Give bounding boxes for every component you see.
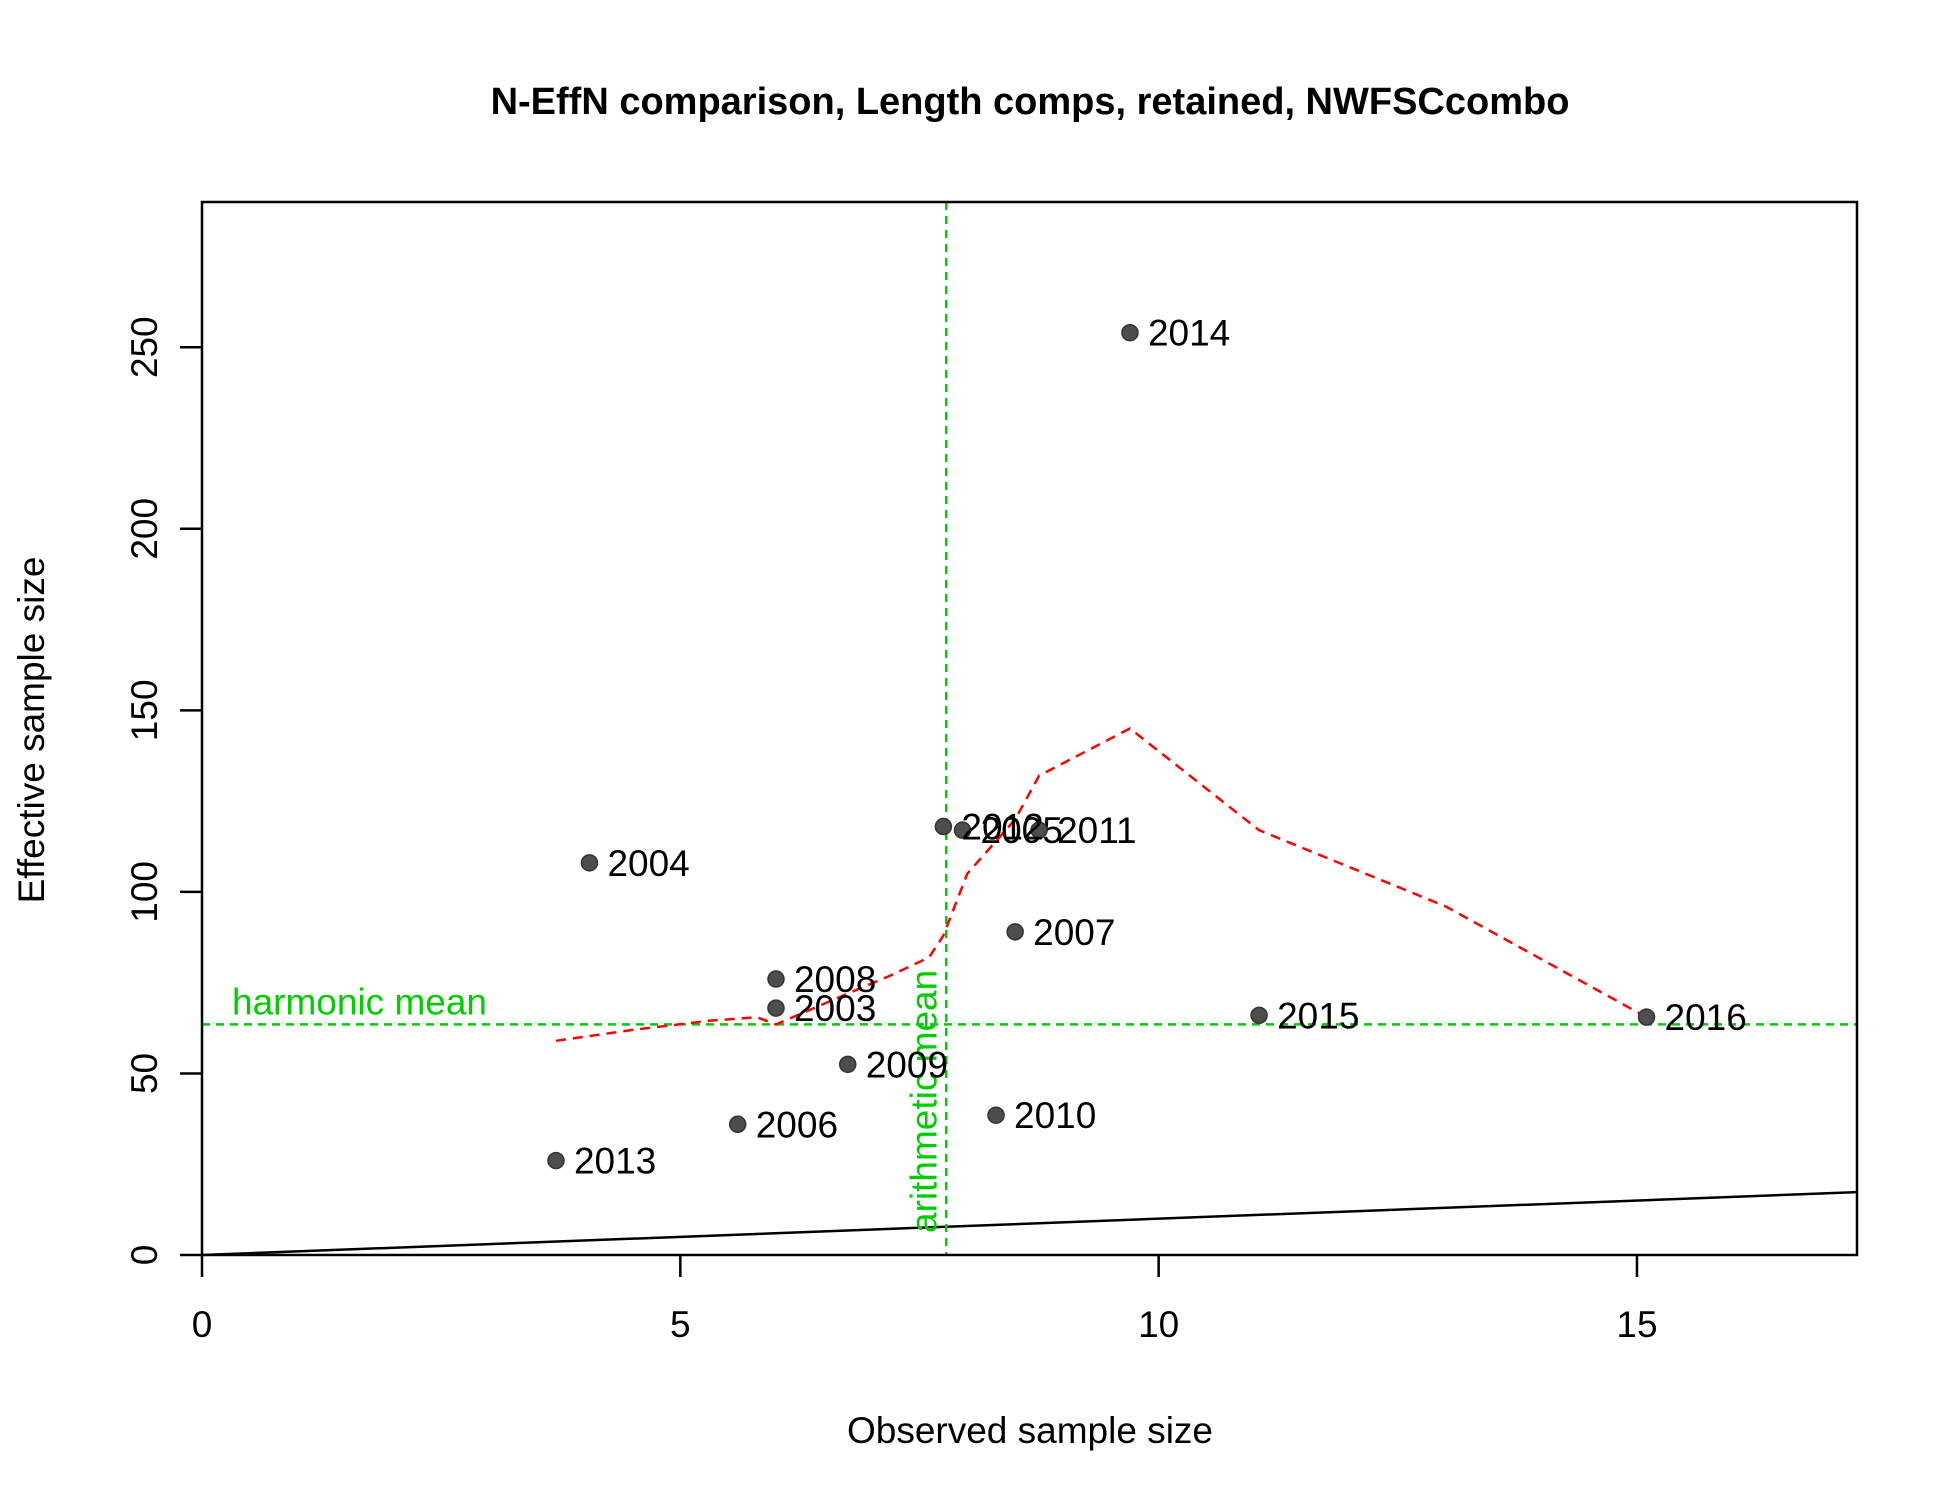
point-label: 2005 [981, 810, 1063, 851]
x-axis-label: Observed sample size [847, 1410, 1213, 1451]
data-point [934, 817, 953, 836]
data-point [547, 1151, 565, 1170]
x-tick-label: 10 [1138, 1304, 1179, 1345]
data-point [1006, 923, 1024, 941]
x-tick-label: 5 [670, 1304, 691, 1345]
y-tick-label: 0 [124, 1245, 165, 1266]
point-label: 2016 [1665, 997, 1747, 1038]
y-tick-label: 150 [124, 679, 165, 741]
y-tick-label: 250 [124, 316, 165, 378]
smoother-line [555, 727, 1648, 1043]
data-point [1030, 821, 1048, 839]
x-tick-label: 0 [192, 1304, 213, 1345]
data-point [767, 970, 785, 988]
point-label: 2008 [794, 959, 876, 1000]
arithmetic-mean-label: arithmetic mean [903, 970, 944, 1233]
point-label: 2006 [756, 1104, 838, 1145]
data-point [953, 821, 972, 839]
data-point [728, 1115, 747, 1134]
point-label: 2007 [1033, 912, 1115, 953]
plot-layer: harmonic mean arithmetic mean200320042005… [124, 200, 1859, 1345]
point-label: 2013 [574, 1141, 656, 1182]
plot-frame [200, 200, 1859, 1257]
one-to-one-line [202, 1190, 1857, 1255]
y-tick-label: 100 [124, 861, 165, 923]
y-axis-label: Effective sample size [11, 557, 52, 904]
harmonic-mean-label: harmonic mean [232, 981, 487, 1022]
data-point [1637, 1008, 1656, 1026]
point-label: 2014 [1148, 313, 1230, 354]
data-point [580, 854, 599, 872]
chart-title: N-EffN comparison, Length comps, retaine… [491, 81, 1570, 123]
y-tick-label: 50 [124, 1053, 165, 1094]
data-point [1250, 1006, 1268, 1025]
data-point [987, 1106, 1005, 1124]
point-label: 2010 [1014, 1095, 1096, 1136]
data-point [1121, 323, 1139, 342]
point-label: 2011 [1057, 810, 1137, 851]
point-label: 2015 [1277, 995, 1359, 1036]
point-label: 2012 [961, 807, 1043, 848]
point-label: 2003 [794, 988, 876, 1029]
y-tick-label: 200 [124, 498, 165, 560]
data-point [838, 1055, 857, 1074]
x-tick-label: 15 [1616, 1304, 1657, 1345]
data-point [767, 999, 785, 1017]
point-label: 2004 [607, 843, 689, 884]
point-label: 2009 [866, 1044, 948, 1085]
